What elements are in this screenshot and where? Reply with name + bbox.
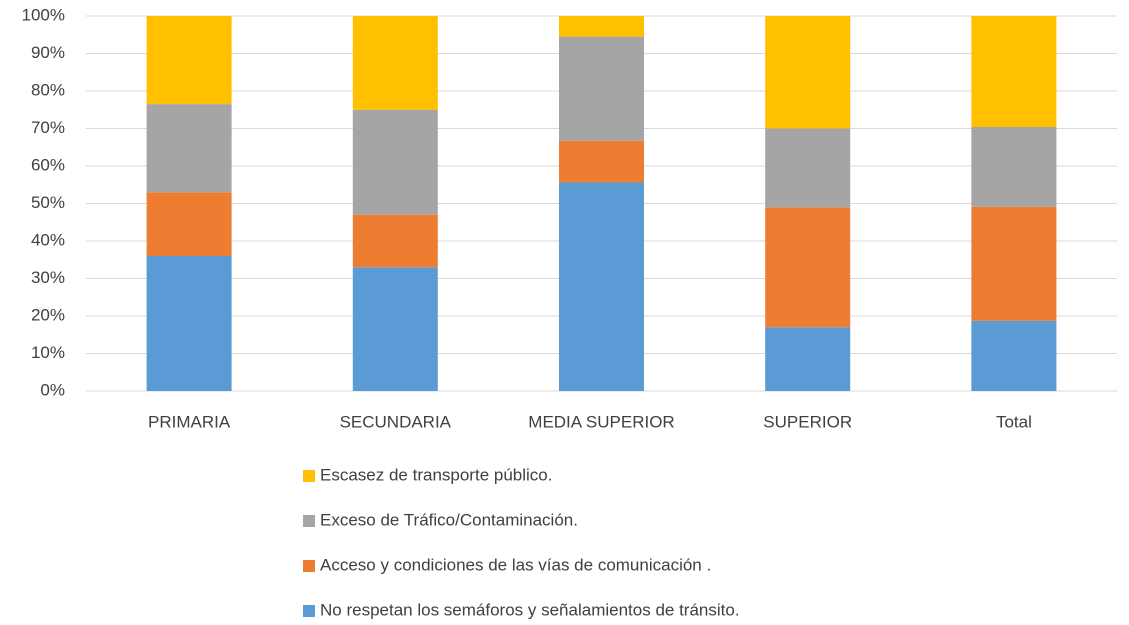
legend-label: Escasez de transporte público. xyxy=(320,465,552,484)
y-tick-label: 100% xyxy=(22,5,65,24)
bar-segment xyxy=(559,182,644,391)
y-tick-label: 60% xyxy=(31,155,65,174)
bar-segment xyxy=(352,267,438,391)
x-tick-label: Total xyxy=(996,412,1032,431)
bar-segment xyxy=(765,16,851,129)
y-tick-label: 70% xyxy=(31,118,65,137)
bar-segment xyxy=(971,16,1057,127)
bar-segment xyxy=(146,256,232,391)
y-tick-label: 40% xyxy=(31,230,65,249)
x-tick-label: SUPERIOR xyxy=(763,412,852,431)
x-tick-label: PRIMARIA xyxy=(148,412,231,431)
bar-segment xyxy=(765,128,851,208)
bar-segment xyxy=(971,320,1057,391)
legend-label: No respetan los semáforos y señalamiento… xyxy=(320,600,740,619)
bar-segment xyxy=(352,214,438,268)
bar-segment xyxy=(971,127,1057,207)
bar-segment xyxy=(146,192,232,256)
bar-segment xyxy=(146,104,232,193)
bar-segment xyxy=(352,16,438,110)
bar-segment xyxy=(971,206,1057,321)
y-tick-label: 10% xyxy=(31,343,65,362)
y-tick-label: 90% xyxy=(31,43,65,62)
x-tick-label: SECUNDARIA xyxy=(340,412,452,431)
y-tick-label: 0% xyxy=(40,380,65,399)
y-tick-label: 50% xyxy=(31,193,65,212)
y-tick-label: 20% xyxy=(31,305,65,324)
legend-swatch xyxy=(303,515,315,527)
legend-label: Exceso de Tráfico/Contaminación. xyxy=(320,510,578,529)
x-tick-label: MEDIA SUPERIOR xyxy=(528,412,674,431)
legend-swatch xyxy=(303,560,315,572)
legend-label: Acceso y condiciones de las vías de comu… xyxy=(320,555,711,574)
bar-segment xyxy=(146,16,232,105)
bar-segment xyxy=(765,207,851,328)
y-tick-label: 30% xyxy=(31,268,65,287)
bar-segment xyxy=(352,109,438,215)
bar-segment xyxy=(559,140,644,183)
bar-segment xyxy=(765,327,851,391)
bar-segment xyxy=(559,36,644,141)
legend-swatch xyxy=(303,605,315,617)
y-tick-label: 80% xyxy=(31,80,65,99)
legend-swatch xyxy=(303,470,315,482)
bar-segment xyxy=(559,16,644,37)
